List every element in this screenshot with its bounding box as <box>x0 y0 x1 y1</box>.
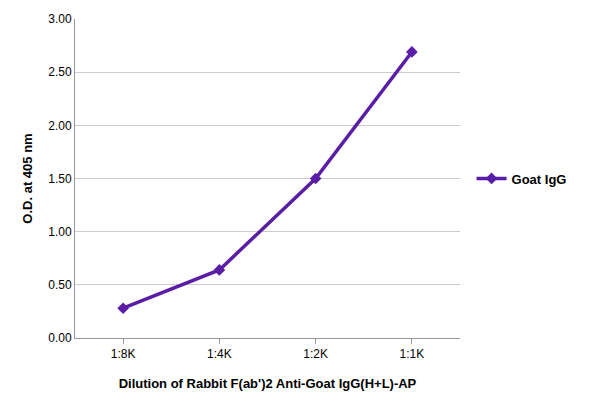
svg-text:2.00: 2.00 <box>48 119 72 133</box>
svg-text:1:8K: 1:8K <box>111 347 136 361</box>
svg-text:1:1K: 1:1K <box>400 347 425 361</box>
svg-text:O.D. at 405 nm: O.D. at 405 nm <box>20 133 35 223</box>
svg-text:Dilution of Rabbit F(ab')2 Ant: Dilution of Rabbit F(ab')2 Anti-Goat IgG… <box>119 376 417 391</box>
svg-text:0.50: 0.50 <box>48 278 72 292</box>
svg-text:0.00: 0.00 <box>48 331 72 345</box>
svg-text:1:4K: 1:4K <box>207 347 232 361</box>
svg-text:2.50: 2.50 <box>48 65 72 79</box>
svg-text:1.50: 1.50 <box>48 172 72 186</box>
svg-text:1:2K: 1:2K <box>303 347 328 361</box>
svg-text:Goat IgG: Goat IgG <box>512 172 567 187</box>
svg-text:3.00: 3.00 <box>48 12 72 26</box>
svg-text:1.00: 1.00 <box>48 225 72 239</box>
